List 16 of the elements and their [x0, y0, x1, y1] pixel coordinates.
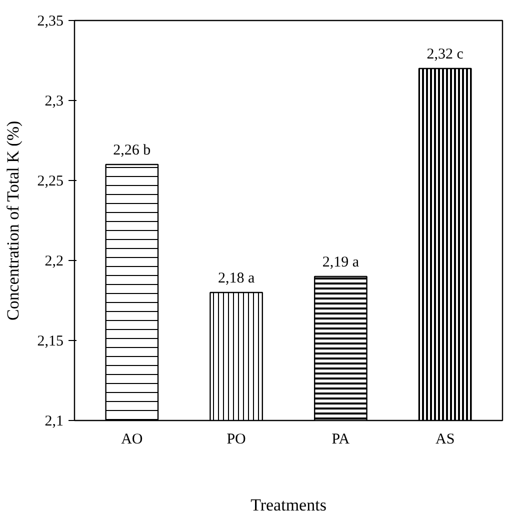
x-axis-title: Treatments	[250, 496, 326, 514]
data-label: 2,18 a	[218, 270, 255, 286]
y-tick-label: 2,2	[44, 254, 64, 270]
x-tick-label: PO	[226, 432, 246, 448]
y-tick-label: 2,35	[37, 14, 64, 30]
data-label: 2,19 a	[322, 254, 360, 270]
data-label: 2,26 b	[113, 142, 151, 158]
x-tick-label: AS	[436, 432, 455, 448]
y-tick-label: 2,25	[37, 174, 64, 190]
y-axis-title: Concentration of Total K (%)	[3, 120, 22, 320]
y-tick-label: 2,1	[44, 414, 64, 430]
x-tick-label: PA	[332, 432, 350, 448]
data-label: 2,32 c	[426, 46, 464, 62]
x-tick-label: AO	[121, 432, 143, 448]
y-tick-label: 2,3	[44, 94, 64, 110]
y-tick-label: 2,15	[37, 334, 64, 350]
